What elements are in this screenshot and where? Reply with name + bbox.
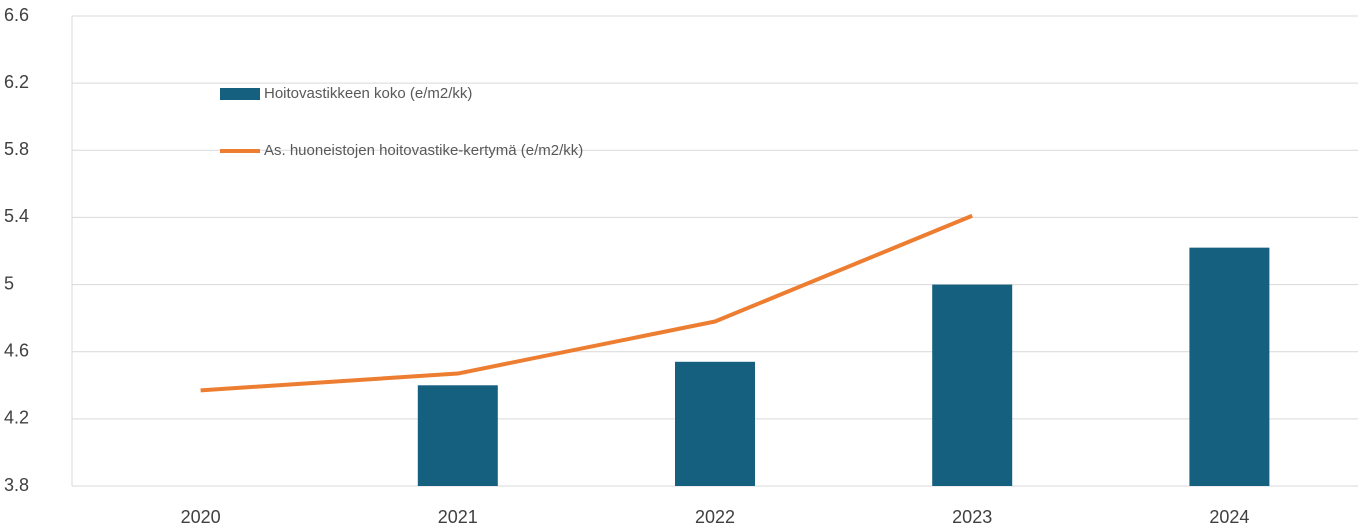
legend-label: As. huoneistojen hoitovastike-kertymä (e…: [264, 142, 583, 159]
legend-swatch: [220, 88, 260, 100]
y-tick-label: 6.6: [4, 5, 29, 25]
legend-label: Hoitovastikkeen koko (e/m2/kk): [264, 85, 472, 102]
y-tick-label: 5: [4, 273, 14, 293]
y-tick-label: 6.2: [4, 72, 29, 92]
bar: [417, 385, 498, 486]
x-tick-label: 2021: [438, 507, 478, 527]
x-tick-label: 2022: [695, 507, 735, 527]
x-tick-label: 2023: [952, 507, 992, 527]
y-tick-label: 5.4: [4, 206, 29, 226]
x-tick-label: 2024: [1209, 507, 1249, 527]
y-tick-label: 4.2: [4, 408, 29, 428]
y-tick-label: 5.8: [4, 139, 29, 159]
y-tick-label: 3.8: [4, 475, 29, 495]
bar: [932, 284, 1013, 486]
line: [200, 213, 973, 393]
bar: [675, 361, 755, 486]
x-tick-label: 2020: [181, 507, 221, 527]
y-tick-label: 4.6: [4, 340, 29, 360]
bar: [1189, 247, 1270, 486]
